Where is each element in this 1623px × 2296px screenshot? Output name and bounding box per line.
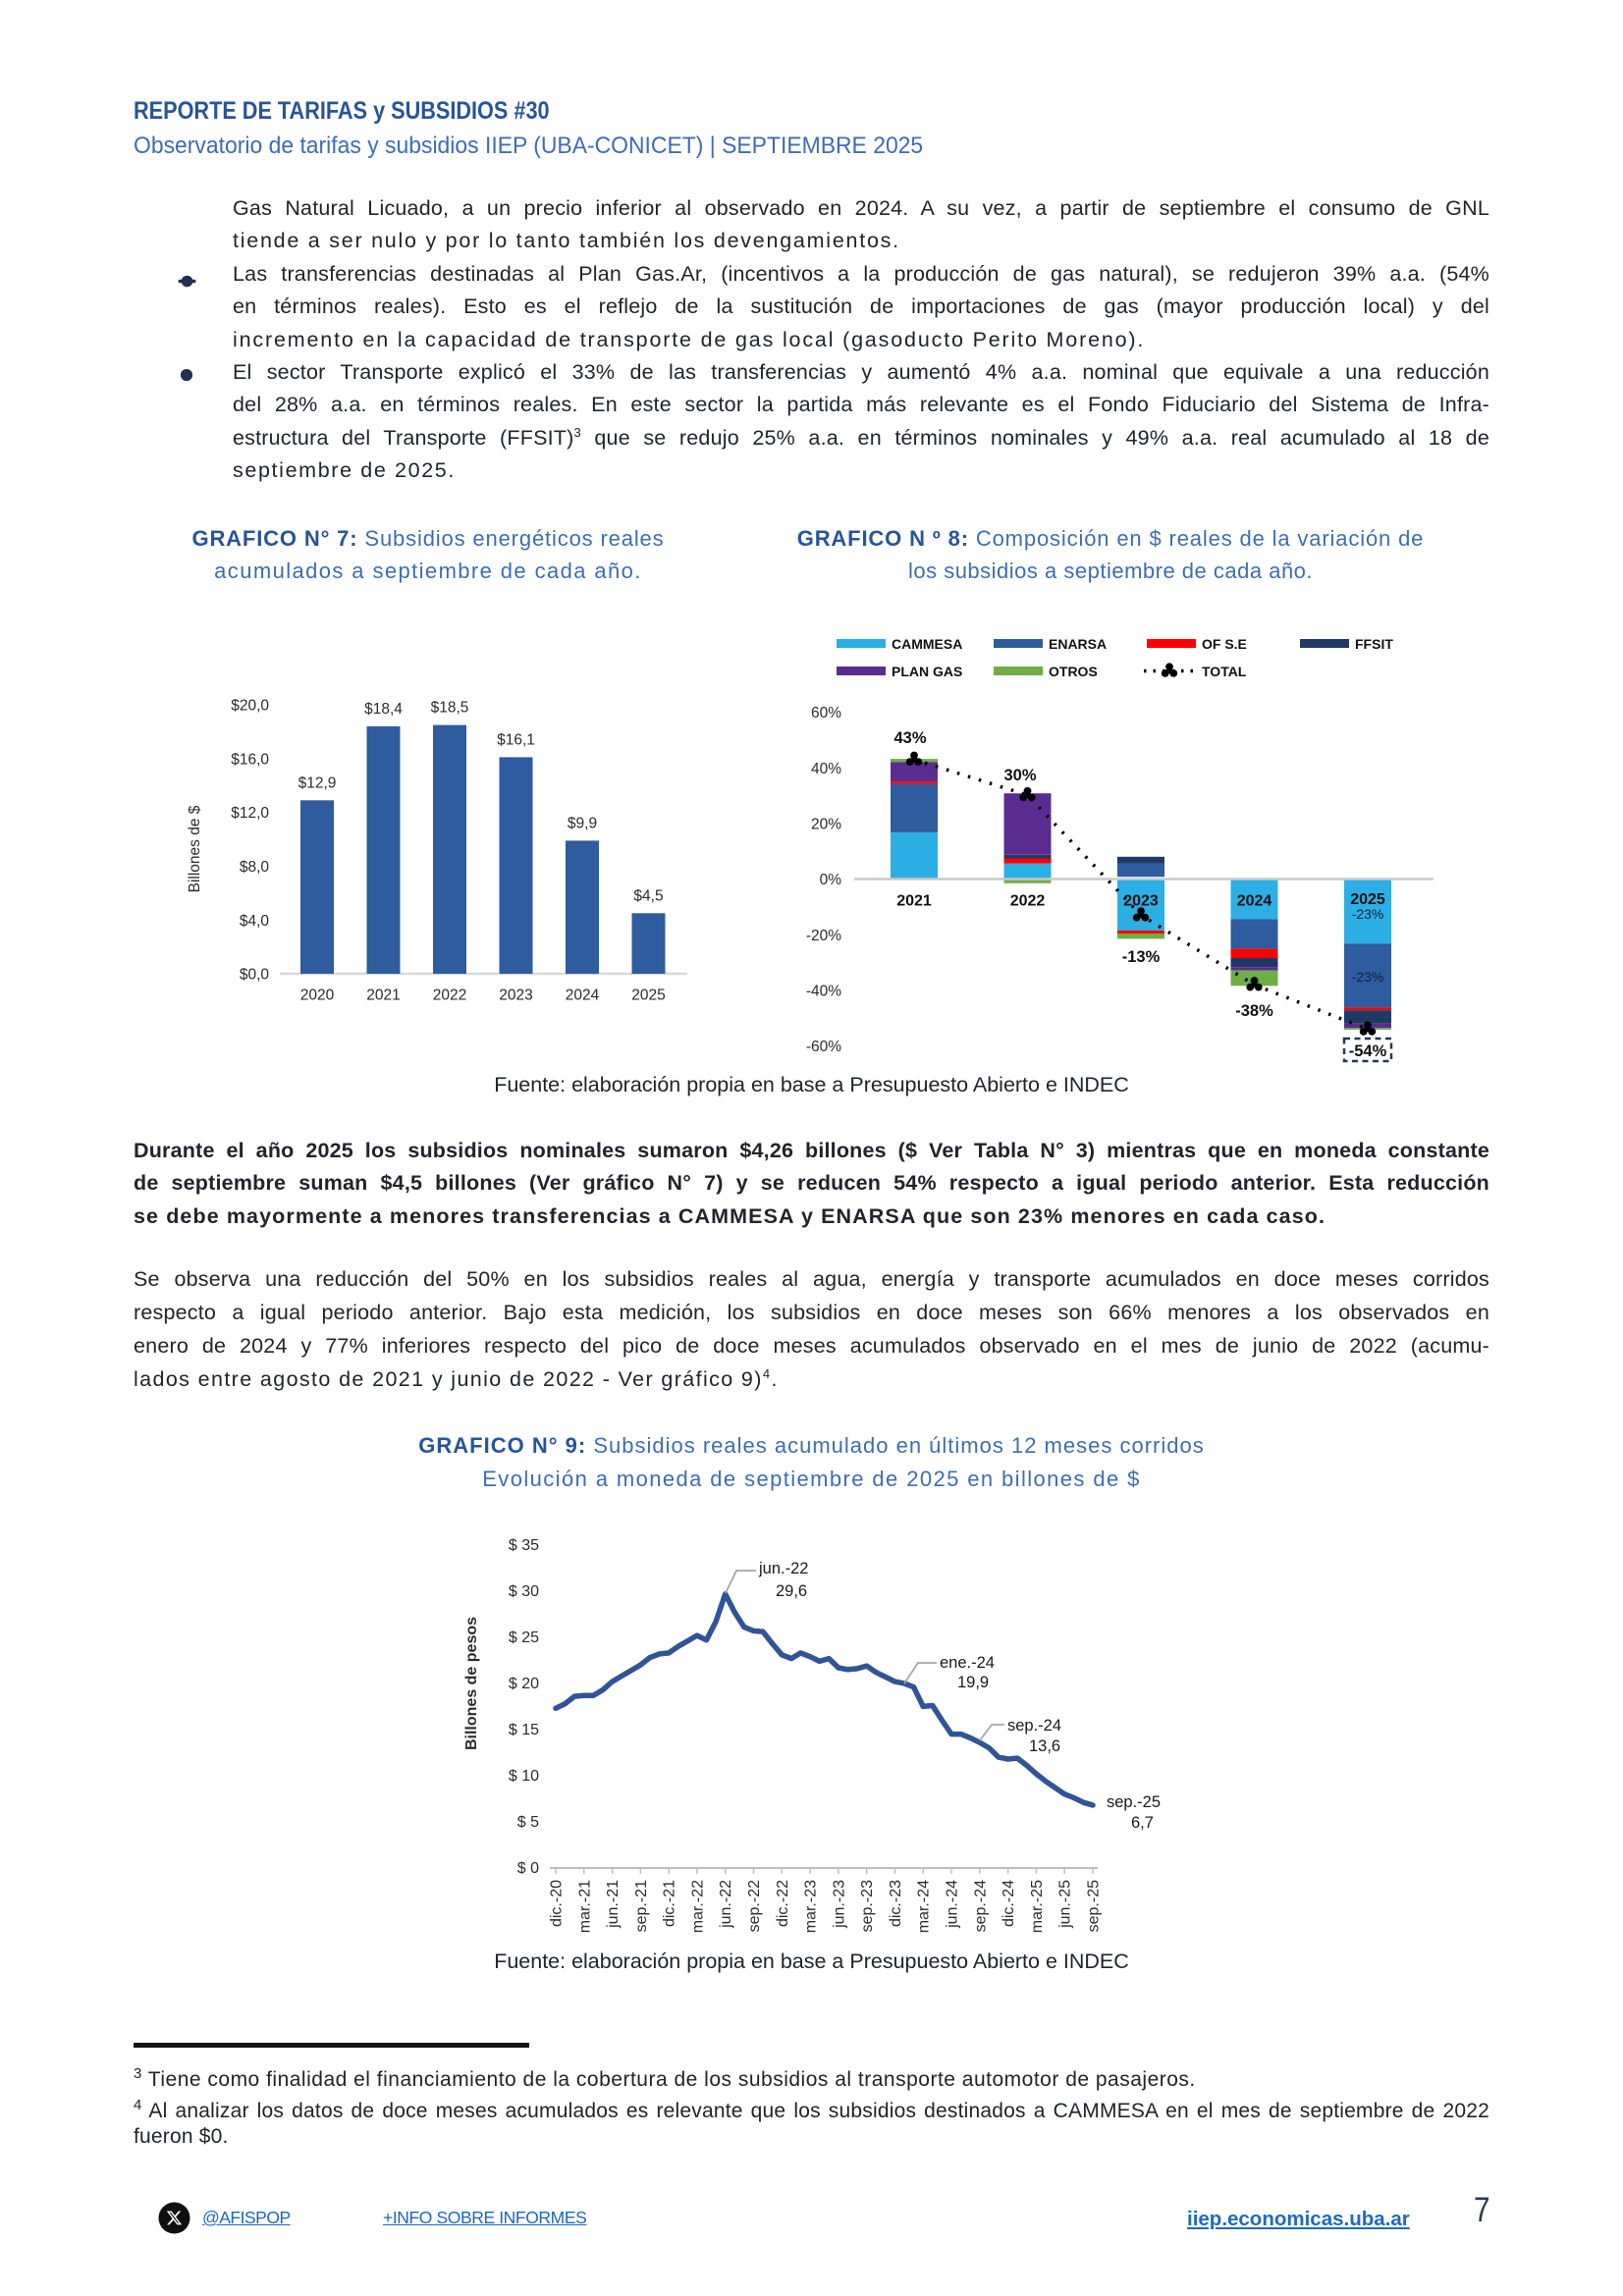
svg-text:CAMMESA: CAMMESA <box>892 636 962 652</box>
svg-text:sep.-25: sep.-25 <box>1107 1793 1161 1811</box>
svg-text:$12,9: $12,9 <box>298 774 337 791</box>
svg-text:$ 30: $ 30 <box>509 1583 539 1600</box>
svg-text:sep.-24: sep.-24 <box>1007 1717 1061 1735</box>
svg-text:jun.-23: jun.-23 <box>831 1880 847 1929</box>
svg-text:-23%: -23% <box>1352 906 1384 922</box>
svg-text:dic.-21: dic.-21 <box>662 1880 678 1927</box>
svg-text:$18,4: $18,4 <box>364 701 403 718</box>
svg-text:sep.-22: sep.-22 <box>746 1880 763 1932</box>
svg-text:jun.-21: jun.-21 <box>605 1880 622 1929</box>
svg-text:2022: 2022 <box>1010 893 1046 910</box>
svg-text:-54%: -54% <box>1349 1042 1387 1060</box>
svg-text:mar.-24: mar.-24 <box>916 1880 933 1933</box>
svg-text:2021: 2021 <box>896 893 932 910</box>
svg-text:jun.-22: jun.-22 <box>718 1880 734 1929</box>
svg-text:$20,0: $20,0 <box>231 698 269 715</box>
svg-text:$18,5: $18,5 <box>431 700 469 717</box>
svg-text:$ 20: $ 20 <box>509 1676 539 1692</box>
svg-text:30%: 30% <box>1003 767 1036 784</box>
svg-text:20%: 20% <box>811 816 841 832</box>
svg-text:jun.-22: jun.-22 <box>758 1560 808 1577</box>
svg-text:ENARSA: ENARSA <box>1049 636 1107 652</box>
svg-text:$ 0: $ 0 <box>517 1860 539 1877</box>
svg-text:2020: 2020 <box>300 988 335 1004</box>
svg-text:2023: 2023 <box>1123 893 1159 910</box>
svg-text:$ 10: $ 10 <box>509 1768 539 1785</box>
svg-text:$ 35: $ 35 <box>509 1537 539 1554</box>
svg-text:$8,0: $8,0 <box>240 859 270 876</box>
svg-text:ene.-24: ene.-24 <box>940 1654 995 1672</box>
svg-text:-38%: -38% <box>1235 1002 1273 1020</box>
svg-text:0%: 0% <box>820 872 842 888</box>
svg-text:sep.-25: sep.-25 <box>1086 1880 1103 1932</box>
svg-text:6,7: 6,7 <box>1131 1814 1154 1832</box>
svg-text:$ 25: $ 25 <box>509 1629 539 1646</box>
svg-text:$4,0: $4,0 <box>240 913 270 930</box>
svg-text:$0,0: $0,0 <box>240 967 270 984</box>
svg-text:$16,1: $16,1 <box>497 731 535 748</box>
svg-text:43%: 43% <box>893 729 926 747</box>
svg-text:-13%: -13% <box>1122 948 1161 966</box>
svg-text:2025: 2025 <box>1350 891 1385 908</box>
svg-text:2021: 2021 <box>366 988 400 1004</box>
svg-text:dic.-22: dic.-22 <box>775 1880 791 1927</box>
svg-text:-20%: -20% <box>806 928 841 944</box>
svg-text:$4,5: $4,5 <box>633 887 663 904</box>
svg-text:OF S.E: OF S.E <box>1202 636 1247 652</box>
svg-text:40%: 40% <box>811 761 841 777</box>
svg-text:Billones de $: Billones de $ <box>187 805 203 892</box>
svg-text:dic.-20: dic.-20 <box>549 1880 566 1927</box>
svg-text:60%: 60% <box>811 705 841 721</box>
svg-text:19,9: 19,9 <box>957 1674 989 1691</box>
svg-text:dic.-23: dic.-23 <box>888 1880 904 1927</box>
svg-text:$12,0: $12,0 <box>231 805 269 822</box>
svg-text:13,6: 13,6 <box>1029 1737 1060 1755</box>
svg-text:2024: 2024 <box>566 988 600 1004</box>
svg-text:-40%: -40% <box>806 983 841 999</box>
svg-text:mar.-22: mar.-22 <box>689 1880 706 1933</box>
svg-text:jun.-24: jun.-24 <box>945 1880 961 1929</box>
svg-text:$16,0: $16,0 <box>231 751 269 768</box>
svg-text:2025: 2025 <box>631 988 665 1004</box>
svg-text:sep.-23: sep.-23 <box>859 1880 876 1932</box>
svg-text:mar.-23: mar.-23 <box>803 1880 820 1933</box>
svg-text:OTROS: OTROS <box>1049 664 1098 679</box>
svg-text:$9,9: $9,9 <box>568 815 597 831</box>
svg-text:jun.-25: jun.-25 <box>1057 1880 1074 1929</box>
svg-text:-23%: -23% <box>1352 969 1384 985</box>
svg-text:mar.-21: mar.-21 <box>576 1880 593 1933</box>
svg-text:Billones de pesos: Billones de pesos <box>463 1617 480 1750</box>
svg-text:sep.-24: sep.-24 <box>972 1880 989 1932</box>
svg-text:sep.-21: sep.-21 <box>633 1880 650 1932</box>
svg-text:-60%: -60% <box>806 1039 841 1055</box>
svg-text:TOTAL: TOTAL <box>1202 664 1247 679</box>
svg-text:$ 5: $ 5 <box>517 1814 539 1831</box>
svg-text:FFSIT: FFSIT <box>1355 636 1393 652</box>
svg-text:2023: 2023 <box>499 988 532 1004</box>
svg-text:2022: 2022 <box>433 988 466 1004</box>
svg-text:PLAN GAS: PLAN GAS <box>892 664 962 679</box>
svg-text:mar.-25: mar.-25 <box>1029 1880 1046 1933</box>
svg-text:dic.-24: dic.-24 <box>1001 1880 1017 1927</box>
svg-text:29,6: 29,6 <box>776 1582 807 1600</box>
svg-text:$ 15: $ 15 <box>509 1722 539 1738</box>
svg-text:2024: 2024 <box>1237 893 1272 910</box>
